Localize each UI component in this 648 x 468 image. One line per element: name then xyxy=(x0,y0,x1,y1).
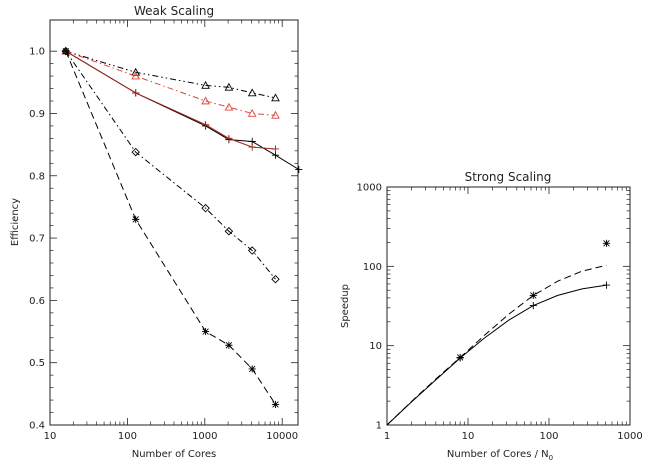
strong-scaling-ticks: 1 10 100 1000 1 10 100 1000 xyxy=(357,183,643,443)
strong-scaling-series-1 xyxy=(386,281,611,426)
weak-scaling-data-point xyxy=(248,365,256,373)
strong-scaling-xlabel: Number of Cores / N0 xyxy=(447,449,553,462)
strong-scaling-data-point xyxy=(602,239,611,247)
strong-scaling-ytick-label: 1 xyxy=(376,421,382,432)
weak-scaling-xtick-label: 10000 xyxy=(266,431,298,442)
weak-scaling-xtick-label: 100 xyxy=(118,431,137,442)
weak-scaling-ytick-label: 0.7 xyxy=(29,234,45,245)
weak-scaling-series-line xyxy=(65,50,276,280)
strong-scaling-title: Strong Scaling xyxy=(465,170,552,184)
weak-scaling-data-point xyxy=(248,143,256,151)
weak-scaling-data-point xyxy=(131,71,141,80)
strong-scaling-xtick-label: 1000 xyxy=(617,431,642,442)
weak-scaling-data-point xyxy=(271,400,280,409)
weak-scaling-data-point xyxy=(132,89,140,97)
strong-scaling-data-point xyxy=(529,301,537,310)
strong-scaling-series-line xyxy=(386,264,607,426)
weak-scaling-data-point xyxy=(201,96,210,105)
strong-scaling-ytick-label: 100 xyxy=(363,262,382,273)
strong-scaling-xtick-label: 10 xyxy=(462,431,475,442)
weak-scaling-ytick-label: 0.9 xyxy=(29,109,45,120)
weak-scaling-data-point xyxy=(201,80,210,89)
weak-scaling-data-point xyxy=(225,341,233,349)
weak-scaling-data-point xyxy=(271,145,280,153)
strong-scaling-series xyxy=(386,239,611,426)
strong-scaling-panel: Strong Scaling Number of Cores / N0 Spee… xyxy=(340,170,643,462)
weak-scaling-ytick-label: 1.0 xyxy=(29,47,45,58)
weak-scaling-series-line xyxy=(65,50,276,99)
weak-scaling-ticks: 10 100 1000 10000 0.4 0.5 0.6 0.7 0.8 0.9 1.0 xyxy=(29,20,298,442)
weak-scaling-data-point xyxy=(271,110,280,119)
weak-scaling-ytick-label: 0.6 xyxy=(29,296,45,307)
weak-scaling-data-point xyxy=(271,151,280,159)
strong-scaling-plot-frame xyxy=(386,186,631,426)
weak-scaling-data-point xyxy=(271,274,280,284)
weak-scaling-series-3 xyxy=(62,47,303,174)
weak-scaling-data-point xyxy=(224,226,234,236)
weak-scaling-data-point xyxy=(201,327,210,336)
weak-scaling-data-point xyxy=(247,108,257,117)
weak-scaling-data-point xyxy=(132,215,140,223)
weak-scaling-series-line xyxy=(65,50,300,170)
strong-scaling-xlabel-main: Number of Cores / N xyxy=(447,449,549,460)
weak-scaling-title: Weak Scaling xyxy=(134,4,214,18)
strong-scaling-xtick-label: 100 xyxy=(539,431,558,442)
strong-scaling-xtick-label: 1 xyxy=(384,431,390,442)
strong-scaling-series-3 xyxy=(602,239,611,247)
weak-scaling-data-point xyxy=(62,47,70,55)
weak-scaling-data-point xyxy=(247,88,257,97)
weak-scaling-data-point xyxy=(201,121,210,129)
weak-scaling-plot-frame xyxy=(49,19,299,426)
weak-scaling-series-6 xyxy=(62,47,280,409)
strong-scaling-ytick-label: 10 xyxy=(369,341,382,352)
strong-scaling-xlabel-subscript: 0 xyxy=(549,454,553,462)
weak-scaling-data-point xyxy=(201,203,210,213)
weak-scaling-xtick-label: 1000 xyxy=(192,431,217,442)
strong-scaling-series-2 xyxy=(386,264,607,426)
weak-scaling-series-line xyxy=(65,50,276,150)
weak-scaling-data-point xyxy=(295,165,303,174)
strong-scaling-ylabel: Speedup xyxy=(340,284,351,328)
weak-scaling-xlabel: Number of Cores xyxy=(132,449,217,460)
weak-scaling-series-2 xyxy=(61,46,280,119)
weak-scaling-ytick-label: 0.5 xyxy=(29,358,45,369)
weak-scaling-data-point xyxy=(224,102,234,111)
weak-scaling-series-4 xyxy=(62,47,280,153)
weak-scaling-data-point xyxy=(224,82,234,91)
weak-scaling-data-point xyxy=(131,147,140,157)
weak-scaling-xtick-label: 10 xyxy=(44,431,57,442)
weak-scaling-panel: Weak Scaling Number of Cores Efficiency … xyxy=(10,4,303,460)
weak-scaling-series-line xyxy=(65,51,276,405)
strong-scaling-data-point xyxy=(529,291,537,300)
weak-scaling-data-point xyxy=(247,246,257,255)
weak-scaling-data-point xyxy=(225,134,233,142)
weak-scaling-ytick-label: 0.8 xyxy=(29,171,45,182)
strong-scaling-data-point xyxy=(456,353,464,362)
weak-scaling-series-5 xyxy=(61,46,280,284)
strong-scaling-series-line xyxy=(386,284,607,426)
weak-scaling-ylabel: Efficiency xyxy=(10,198,21,246)
weak-scaling-data-point xyxy=(131,67,141,76)
strong-scaling-ytick-label: 1000 xyxy=(357,183,382,194)
weak-scaling-ytick-label: 0.4 xyxy=(29,421,45,432)
weak-scaling-series xyxy=(61,46,303,409)
weak-scaling-data-point xyxy=(271,93,280,102)
strong-scaling-data-point xyxy=(602,281,611,289)
